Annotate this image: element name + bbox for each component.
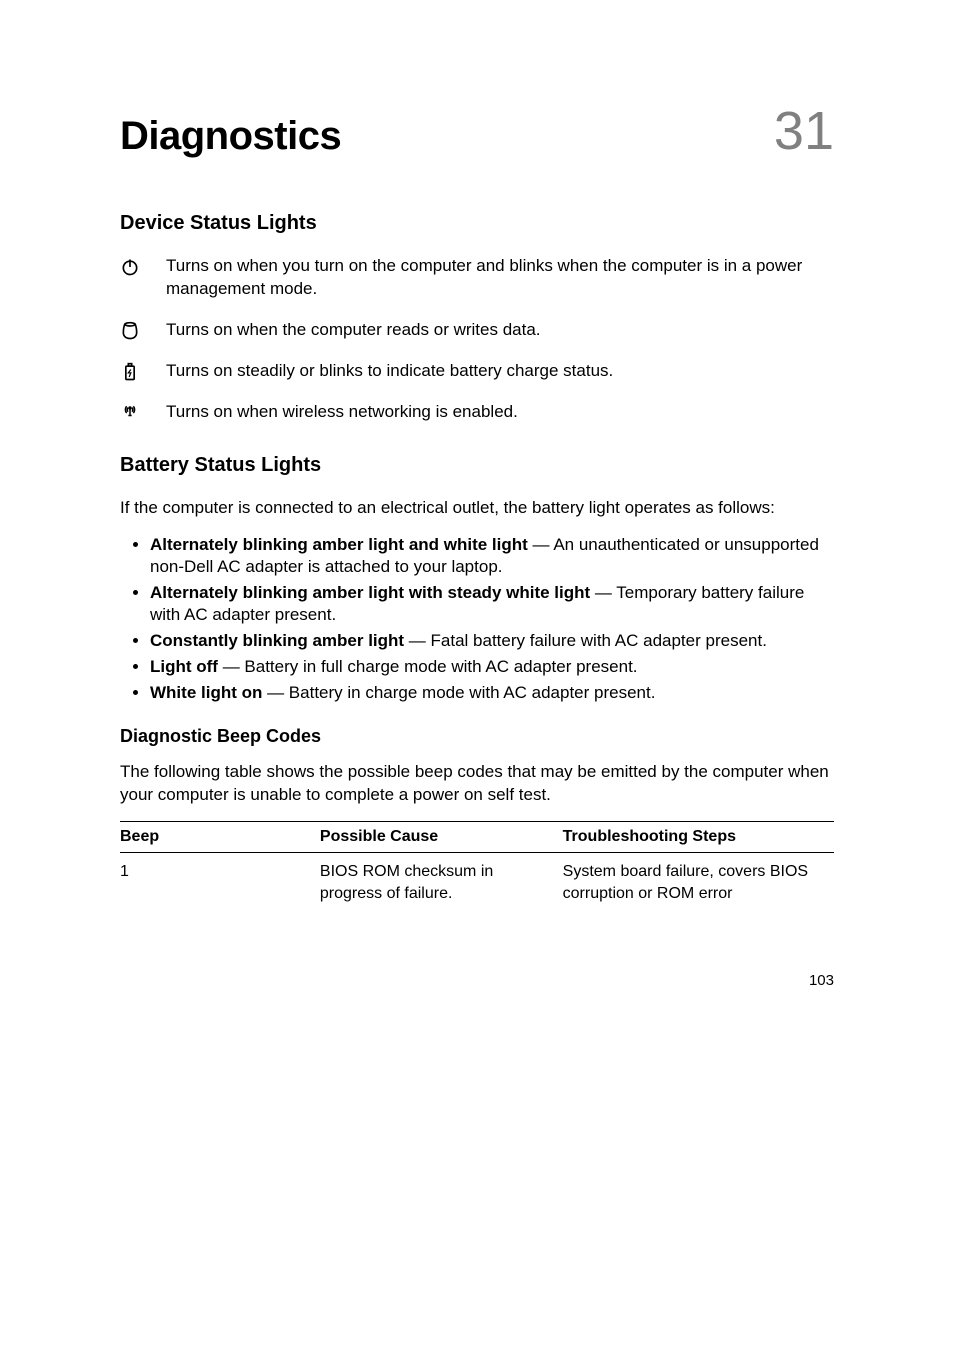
battery-status-heading: Battery Status Lights: [120, 454, 834, 477]
list-item: Alternately blinking amber light and whi…: [150, 534, 834, 578]
status-text: Turns on when wireless networking is ena…: [166, 401, 518, 424]
table-header-cause: Possible Cause: [320, 822, 563, 853]
bullet-lead: Constantly blinking amber light: [150, 631, 404, 650]
beep-codes-table: Beep Possible Cause Troubleshooting Step…: [120, 821, 834, 912]
page-number: 103: [120, 972, 834, 989]
bullet-rest: — Fatal battery failure with AC adapter …: [404, 631, 767, 650]
table-row: 1 BIOS ROM checksum in progress of failu…: [120, 853, 834, 913]
list-item: Light off — Battery in full charge mode …: [150, 656, 834, 678]
battery-status-list: Alternately blinking amber light and whi…: [120, 534, 834, 705]
status-row-wireless: Turns on when wireless networking is ena…: [120, 401, 834, 424]
bullet-rest: — Battery in charge mode with AC adapter…: [262, 683, 655, 702]
table-header-beep: Beep: [120, 822, 320, 853]
status-row-battery: Turns on steadily or blinks to indicate …: [120, 360, 834, 383]
bullet-lead: Alternately blinking amber light with st…: [150, 583, 590, 602]
drive-icon: [120, 321, 148, 341]
cell-trouble: System board failure, covers BIOS corrup…: [563, 853, 834, 913]
bullet-lead: White light on: [150, 683, 262, 702]
cell-cause: BIOS ROM checksum in progress of failure…: [320, 853, 563, 913]
bullet-lead: Light off: [150, 657, 218, 676]
cell-beep: 1: [120, 853, 320, 913]
list-item: Constantly blinking amber light — Fatal …: [150, 630, 834, 652]
status-row-drive: Turns on when the computer reads or writ…: [120, 319, 834, 342]
bullet-lead: Alternately blinking amber light and whi…: [150, 535, 528, 554]
beep-codes-intro: The following table shows the possible b…: [120, 761, 834, 807]
status-text: Turns on when the computer reads or writ…: [166, 319, 541, 342]
status-text: Turns on when you turn on the computer a…: [166, 255, 834, 301]
list-item: Alternately blinking amber light with st…: [150, 582, 834, 626]
battery-status-intro: If the computer is connected to an elect…: [120, 497, 834, 520]
wireless-icon: [120, 403, 148, 423]
bullet-rest: — Battery in full charge mode with AC ad…: [218, 657, 638, 676]
table-header-trouble: Troubleshooting Steps: [563, 822, 834, 853]
chapter-title: Diagnostics: [120, 114, 341, 159]
list-item: White light on — Battery in charge mode …: [150, 682, 834, 704]
chapter-number: 31: [774, 100, 834, 162]
status-text: Turns on steadily or blinks to indicate …: [166, 360, 613, 383]
chapter-header: Diagnostics 31: [120, 100, 834, 162]
device-status-heading: Device Status Lights: [120, 212, 834, 235]
power-icon: [120, 257, 148, 277]
battery-icon: [120, 362, 148, 382]
status-row-power: Turns on when you turn on the computer a…: [120, 255, 834, 301]
beep-codes-heading: Diagnostic Beep Codes: [120, 726, 834, 747]
